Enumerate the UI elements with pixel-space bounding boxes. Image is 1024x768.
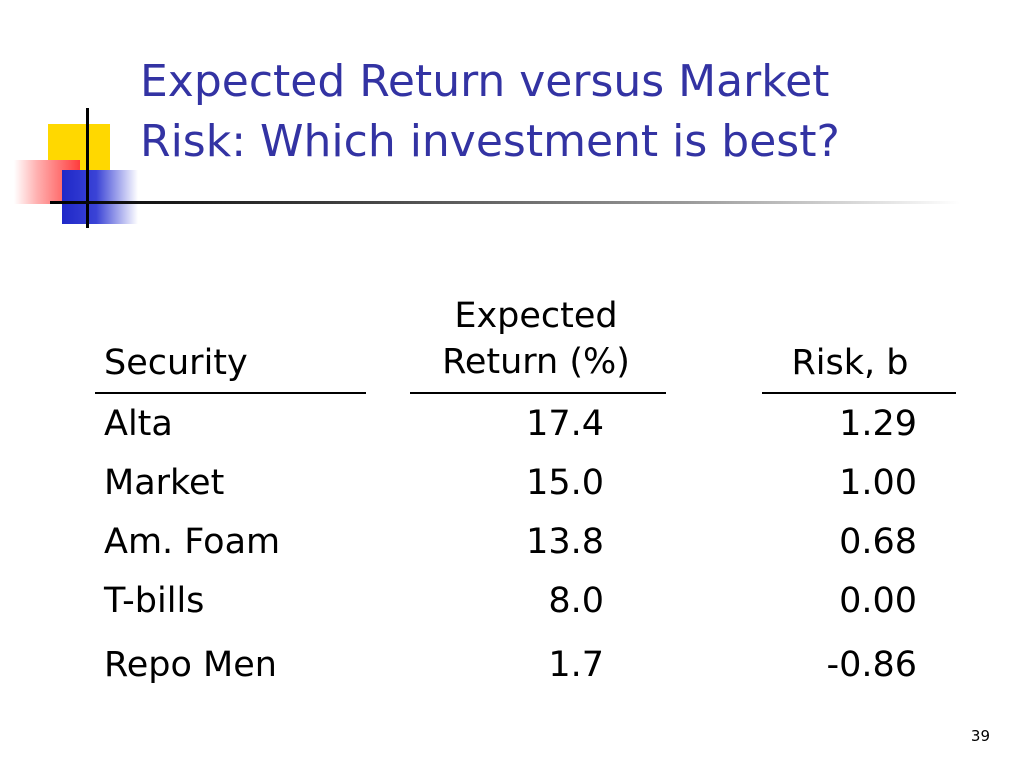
table-row-1-risk: 1.29: [839, 404, 917, 444]
decorative-vertical-line: [86, 108, 89, 228]
table-row-4-expected-return: 8.0: [548, 581, 604, 621]
title-underline: [50, 201, 960, 204]
table-row-4-risk: 0.00: [839, 581, 917, 621]
slide-title-line-1: Expected Return versus Market: [140, 56, 830, 107]
column-header-risk: Risk, b: [791, 343, 909, 383]
table-row-3-expected-return: 13.8: [526, 522, 604, 562]
table-row-5-risk: -0.86: [826, 645, 917, 685]
table-row-3-security: Am. Foam: [104, 522, 281, 562]
decorative-blue-bar: [62, 170, 138, 224]
table-row-1-security: Alta: [104, 404, 173, 444]
column-header-security: Security: [104, 343, 248, 383]
slide-title-line-2: Risk: Which investment is best?: [140, 116, 840, 167]
table-row-5-expected-return: 1.7: [548, 645, 604, 685]
table-row-2-risk: 1.00: [839, 463, 917, 503]
header-rule-expected-return: [410, 392, 666, 394]
header-rule-security: [95, 392, 366, 394]
column-header-expected-return: Expected Return (%): [412, 293, 660, 385]
slide-title: Expected Return versus Market Risk: Whic…: [140, 52, 1000, 172]
table-row-2-expected-return: 15.0: [526, 463, 604, 503]
table-row-1-expected-return: 17.4: [526, 404, 604, 444]
column-header-expected-return-line-2: Return (%): [442, 342, 630, 382]
table-row-4-security: T-bills: [104, 581, 205, 621]
page-number: 39: [970, 727, 990, 745]
table-row-5-security: Repo Men: [104, 645, 277, 685]
table-row-2-security: Market: [104, 463, 225, 503]
table-row-3-risk: 0.68: [839, 522, 917, 562]
header-rule-risk: [762, 392, 956, 394]
column-header-expected-return-line-1: Expected: [454, 296, 618, 336]
